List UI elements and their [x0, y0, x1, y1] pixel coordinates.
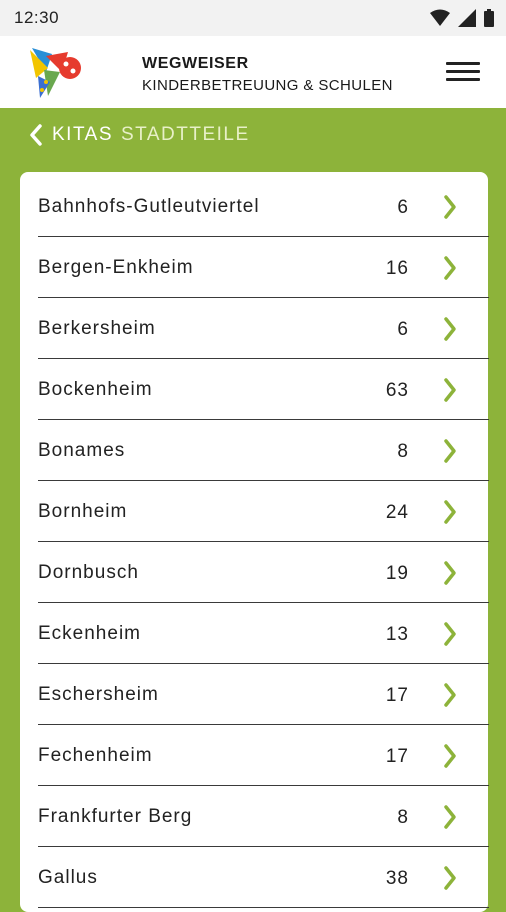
district-count: 38 — [385, 868, 409, 889]
chevron-left-icon[interactable] — [28, 123, 44, 147]
app-header: WEGWEISER KINDERBETREUUNG & SCHULEN — [0, 36, 506, 108]
district-count: 17 — [385, 685, 409, 706]
chevron-right-icon[interactable] — [443, 560, 457, 586]
district-row[interactable]: Berkersheim 6 — [38, 298, 489, 359]
district-count: 8 — [397, 807, 409, 828]
chevron-right-icon[interactable] — [443, 316, 457, 342]
status-bar: 12:30 — [0, 0, 506, 36]
district-name: Berkersheim — [38, 318, 156, 339]
battery-icon — [484, 9, 494, 27]
district-name: Bergen-Enkheim — [38, 257, 194, 278]
breadcrumb-parent[interactable]: KITAS — [52, 124, 113, 145]
district-name: Dornbusch — [38, 562, 139, 583]
district-row[interactable]: Bonames 8 — [38, 420, 489, 481]
district-row[interactable]: Bornheim 24 — [38, 481, 489, 542]
district-count: 6 — [397, 319, 409, 340]
wifi-icon — [430, 9, 450, 26]
chevron-right-icon[interactable] — [443, 255, 457, 281]
district-row[interactable]: Bergen-Enkheim 16 — [38, 237, 489, 298]
district-count: 24 — [385, 502, 409, 523]
district-name: Gallus — [38, 867, 98, 888]
district-count: 6 — [397, 197, 409, 218]
district-name: Bahnhofs-Gutleutviertel — [38, 196, 260, 217]
breadcrumb[interactable]: KITAS STADTTEILE — [28, 120, 250, 150]
chevron-right-icon[interactable] — [443, 499, 457, 525]
header-title: WEGWEISER — [142, 55, 249, 72]
hamburger-menu-button[interactable] — [446, 60, 480, 84]
district-row[interactable]: Gallus 38 — [38, 847, 489, 908]
signal-icon — [458, 9, 476, 27]
district-count: 19 — [385, 563, 409, 584]
district-row[interactable]: Dornbusch 19 — [38, 542, 489, 603]
district-name: Bornheim — [38, 501, 128, 522]
menu-icon-bar — [446, 70, 480, 73]
chevron-right-icon[interactable] — [443, 865, 457, 891]
chevron-right-icon[interactable] — [443, 438, 457, 464]
district-row[interactable]: Frankfurter Berg 8 — [38, 786, 489, 847]
district-count: 63 — [385, 380, 409, 401]
district-name: Frankfurter Berg — [38, 806, 193, 827]
chevron-right-icon[interactable] — [443, 621, 457, 647]
district-row[interactable]: Eckenheim 13 — [38, 603, 489, 664]
district-row[interactable]: Bahnhofs-Gutleutviertel 6 — [38, 176, 489, 237]
status-icons — [430, 8, 494, 28]
district-count: 16 — [385, 258, 409, 279]
district-row[interactable]: Fechenheim 17 — [38, 725, 489, 786]
district-row[interactable]: Eschersheim 17 — [38, 664, 489, 725]
chevron-right-icon[interactable] — [443, 743, 457, 769]
district-name: Bonames — [38, 440, 126, 461]
menu-icon-bar — [446, 62, 480, 65]
district-count: 8 — [397, 441, 409, 462]
district-name: Fechenheim — [38, 745, 153, 766]
app-logo[interactable] — [26, 42, 82, 100]
district-count: 17 — [385, 746, 409, 767]
district-row[interactable]: Bockenheim 63 — [38, 359, 489, 420]
district-name: Eckenheim — [38, 623, 141, 644]
district-name: Eschersheim — [38, 684, 159, 705]
menu-icon-bar — [446, 78, 480, 81]
chevron-right-icon[interactable] — [443, 804, 457, 830]
chevron-right-icon[interactable] — [443, 377, 457, 403]
chevron-right-icon[interactable] — [443, 682, 457, 708]
district-name: Bockenheim — [38, 379, 153, 400]
chevron-right-icon[interactable] — [443, 194, 457, 220]
breadcrumb-current: STADTTEILE — [121, 124, 250, 145]
header-subtitle: KINDERBETREUUNG & SCHULEN — [142, 77, 393, 94]
district-count: 13 — [385, 624, 409, 645]
status-time: 12:30 — [14, 8, 60, 27]
district-card: Bahnhofs-Gutleutviertel 6 Bergen-Enkheim 16… — [20, 172, 489, 912]
district-list: Bahnhofs-Gutleutviertel 6 Bergen-Enkheim 16… — [38, 176, 489, 908]
